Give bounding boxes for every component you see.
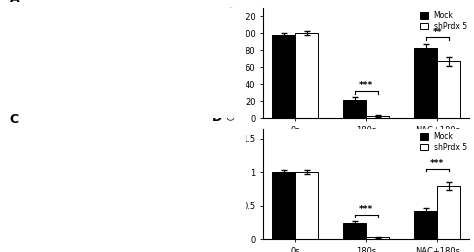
Y-axis label: Wound healing rate
(fold of control): Wound healing rate (fold of control) (220, 146, 239, 222)
Legend: Mock, shPrdx 5: Mock, shPrdx 5 (419, 10, 467, 31)
Bar (414, 48, 437, 118)
Text: C: C (9, 113, 18, 126)
Text: ***: *** (359, 81, 374, 90)
Bar (437, 61, 460, 118)
Bar (273, 172, 295, 239)
Bar (295, 172, 318, 239)
Y-axis label: Colony forming (% of Control): Colony forming (% of Control) (228, 6, 237, 120)
Bar (295, 33, 318, 118)
Bar (366, 237, 389, 239)
Bar (366, 116, 389, 118)
X-axis label: Dose (s): Dose (s) (349, 141, 383, 150)
Legend: Mock, shPrdx 5: Mock, shPrdx 5 (419, 131, 467, 152)
Text: ***: *** (359, 205, 374, 214)
Text: **: ** (432, 28, 442, 37)
Text: A: A (9, 0, 19, 5)
Bar (344, 100, 366, 118)
Text: ***: *** (430, 159, 444, 168)
Bar (344, 223, 366, 239)
Bar (414, 211, 437, 239)
Bar (273, 35, 295, 118)
Text: D: D (211, 111, 222, 124)
Text: B: B (211, 0, 221, 3)
Bar (437, 186, 460, 239)
